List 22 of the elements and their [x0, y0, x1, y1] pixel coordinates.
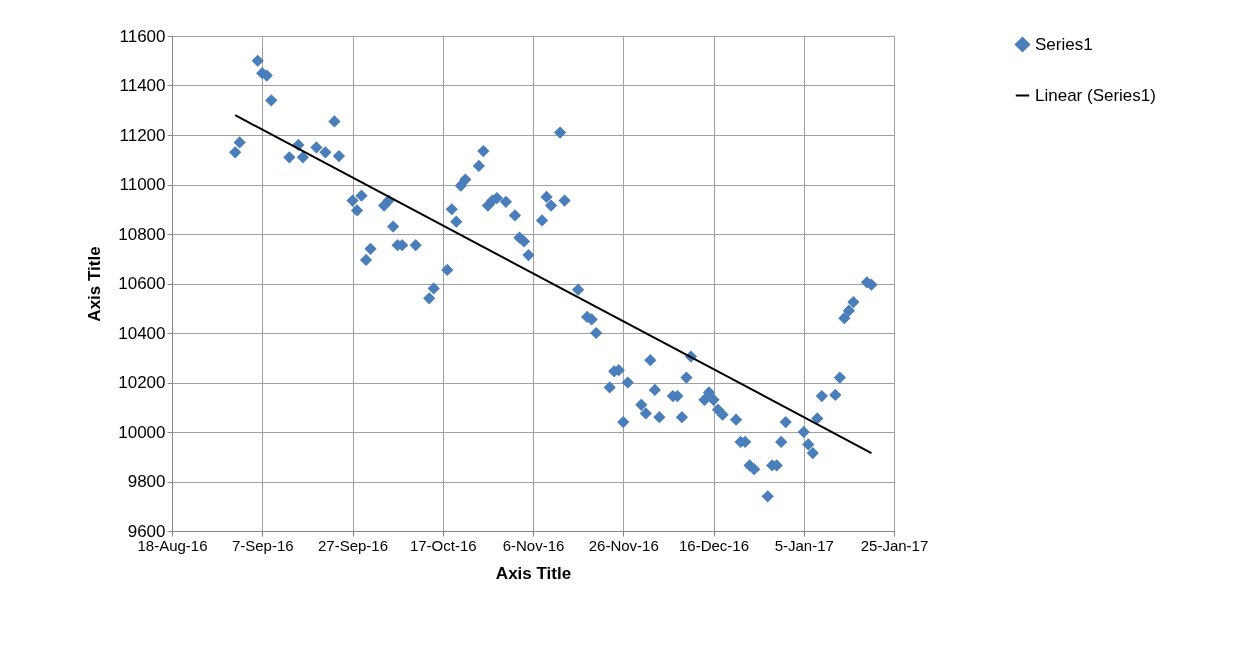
x-tick-label: 16-Dec-16	[678, 536, 750, 554]
y-tick-label: 11000	[119, 175, 166, 194]
y-tick-label: 10800	[118, 224, 166, 244]
legend-label: Series1	[1035, 34, 1093, 54]
x-axis-title: Axis Title	[495, 563, 572, 583]
x-tick-label: 26-Nov-16	[588, 536, 659, 554]
y-tick-label: 10600	[118, 274, 166, 293]
x-tick-label: 7-Sep-16	[231, 536, 294, 554]
y-tick-label: 10200	[118, 373, 166, 392]
y-tick-label: 11200	[119, 125, 166, 145]
y-tick-label: 11400	[119, 76, 166, 95]
y-axis-title: Axis Title	[85, 246, 105, 322]
x-tick-label: 5-Jan-17	[774, 536, 834, 554]
y-tick-label: 10000	[118, 422, 166, 442]
y-tick-label: 9800	[127, 472, 166, 491]
x-tick-label: 27-Sep-16	[317, 536, 389, 554]
legend-label: Linear (Series1)	[1035, 85, 1156, 105]
y-tick-label: 11600	[119, 26, 166, 46]
x-tick-label: 17-Oct-16	[409, 536, 477, 554]
y-tick-label: 10400	[118, 323, 166, 343]
x-tick-label: 25-Jan-17	[860, 536, 929, 554]
x-tick-label: 6-Nov-16	[502, 536, 565, 554]
